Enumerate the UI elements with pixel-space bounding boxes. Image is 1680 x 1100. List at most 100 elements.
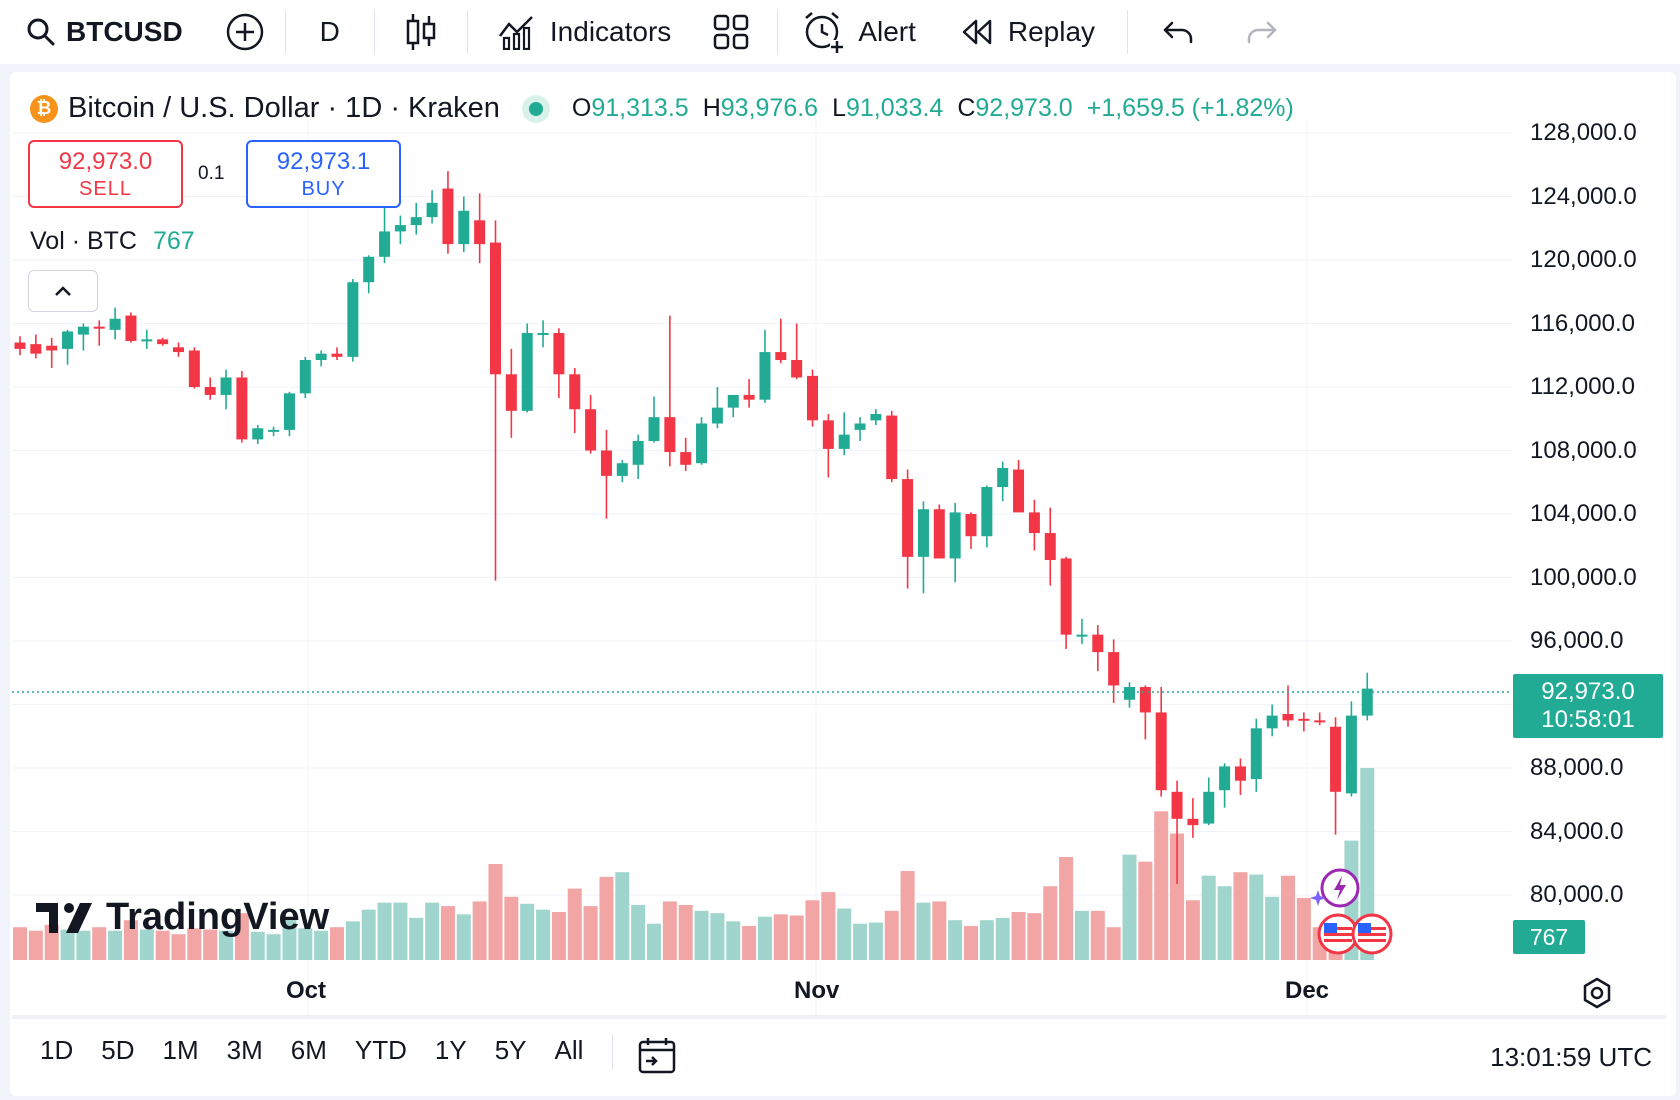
candle [141, 329, 153, 349]
chart-type-button[interactable] [375, 0, 467, 64]
chart-settings-button[interactable] [1580, 976, 1614, 1015]
volume-legend-value: 767 [152, 227, 195, 255]
range-button[interactable]: 1D [40, 1034, 74, 1065]
ohlc-change: +1,659.5 (+1.82%) [1086, 94, 1294, 122]
candle [696, 417, 708, 465]
volume-bar [425, 902, 440, 960]
volume-legend[interactable]: Vol · BTC 767 [30, 227, 195, 256]
sell-button[interactable]: 92,973.0 SELL [28, 140, 183, 208]
candle-body [1234, 766, 1246, 781]
candle-body [1298, 718, 1310, 721]
candle-body [188, 350, 200, 387]
range-button[interactable]: 5Y [494, 1034, 527, 1065]
replay-button[interactable]: Replay [938, 0, 1127, 64]
price-axis-label: 104,000.0 [1530, 500, 1637, 527]
volume-bar [1059, 856, 1074, 960]
layouts-button[interactable] [695, 0, 777, 64]
candle [157, 337, 169, 346]
range-button[interactable]: All [554, 1034, 584, 1065]
buy-price: 92,973.1 [276, 147, 371, 175]
volume-bar [377, 902, 392, 960]
volume-bar [536, 909, 551, 960]
candle [933, 504, 945, 559]
candle-body [791, 360, 803, 378]
candle [1330, 717, 1342, 835]
collapse-legend-button[interactable] [28, 270, 98, 312]
symbol-title[interactable]: Bitcoin / U.S. Dollar · 1D · Kraken [68, 92, 500, 124]
candle-body [410, 217, 422, 226]
interval-label: D [319, 16, 340, 47]
volume-bar [837, 908, 852, 960]
utc-clock[interactable]: 13:01:59 UTC [1490, 1042, 1652, 1072]
volume-bar [1233, 872, 1248, 960]
volume-bar [155, 930, 170, 960]
range-selector: 1D 5D 1M 3M 6M YTD 1Y 5Y All [0, 1018, 597, 1082]
volume-bar [44, 924, 59, 960]
volume-bar [1217, 886, 1232, 960]
candle [379, 207, 391, 264]
goto-date-button[interactable] [636, 1036, 678, 1081]
symbol-search-button[interactable]: BTCUSD [0, 0, 201, 64]
candle-body [822, 420, 834, 449]
current-price-badge: 92,973.0 10:58:01 [1513, 674, 1663, 738]
price-axis-label: 108,000.0 [1530, 436, 1637, 464]
candle [331, 347, 343, 361]
chevron-up-icon [55, 286, 71, 296]
range-button[interactable]: 1Y [434, 1034, 467, 1065]
candle [77, 323, 89, 351]
candle-body [1092, 634, 1104, 653]
top-toolbar: BTCUSD D Indicators Alert Replay [0, 0, 1680, 64]
candle-body [1345, 715, 1357, 794]
candle-body [1155, 712, 1167, 791]
range-button[interactable]: 6M [290, 1034, 327, 1065]
tradingview-watermark[interactable]: TradingView [36, 896, 329, 939]
candle [711, 387, 723, 429]
candle [93, 320, 105, 346]
buy-button[interactable]: 92,973.1 BUY [246, 140, 401, 208]
candle [363, 255, 375, 294]
us-flag-icon[interactable] [1316, 912, 1360, 956]
volume-bar [757, 916, 772, 960]
calendar-goto-icon [638, 1038, 676, 1074]
price-axis-label: 80,000.0 [1530, 881, 1624, 908]
sparkle-lightning-icon[interactable] [1310, 866, 1366, 914]
range-button[interactable]: 5D [101, 1034, 135, 1065]
range-button[interactable]: YTD [354, 1034, 407, 1065]
range-button[interactable]: 1M [162, 1034, 199, 1065]
candle-body [537, 333, 549, 336]
interval-button[interactable]: D [286, 0, 374, 64]
candle [474, 193, 486, 264]
compare-symbol-button[interactable] [201, 0, 285, 64]
candle [1234, 758, 1246, 795]
candle-body [680, 452, 692, 465]
undo-button[interactable] [1128, 0, 1220, 64]
candle-body [616, 463, 628, 476]
us-flag-icon[interactable] [1350, 912, 1394, 956]
price-axis-label: 128,000.0 [1530, 119, 1637, 146]
candle-body [1187, 818, 1199, 826]
volume-bar [76, 930, 91, 960]
volume-bar [1043, 886, 1058, 960]
redo-button[interactable] [1220, 0, 1298, 64]
indicators-button[interactable]: Indicators [468, 0, 695, 64]
volume-bar [234, 913, 249, 960]
volume-bar [647, 923, 661, 960]
alert-button[interactable]: Alert [778, 0, 938, 64]
volume-bar [583, 906, 598, 960]
volume-bar [710, 913, 725, 960]
ohlc-high: H93,976.6 [702, 94, 819, 122]
candle [1361, 672, 1373, 721]
range-button[interactable]: 3M [226, 1034, 263, 1065]
volume-bar [266, 934, 281, 960]
candle [1060, 556, 1072, 649]
candle-body [173, 347, 184, 353]
candle [822, 413, 834, 478]
candle [632, 434, 644, 480]
volume-bar [28, 930, 43, 960]
candle-body [917, 509, 929, 557]
market-open-status-icon[interactable] [521, 94, 550, 123]
candle-body [1076, 634, 1088, 637]
volume-bar [726, 921, 741, 960]
volume-bar [551, 912, 566, 960]
